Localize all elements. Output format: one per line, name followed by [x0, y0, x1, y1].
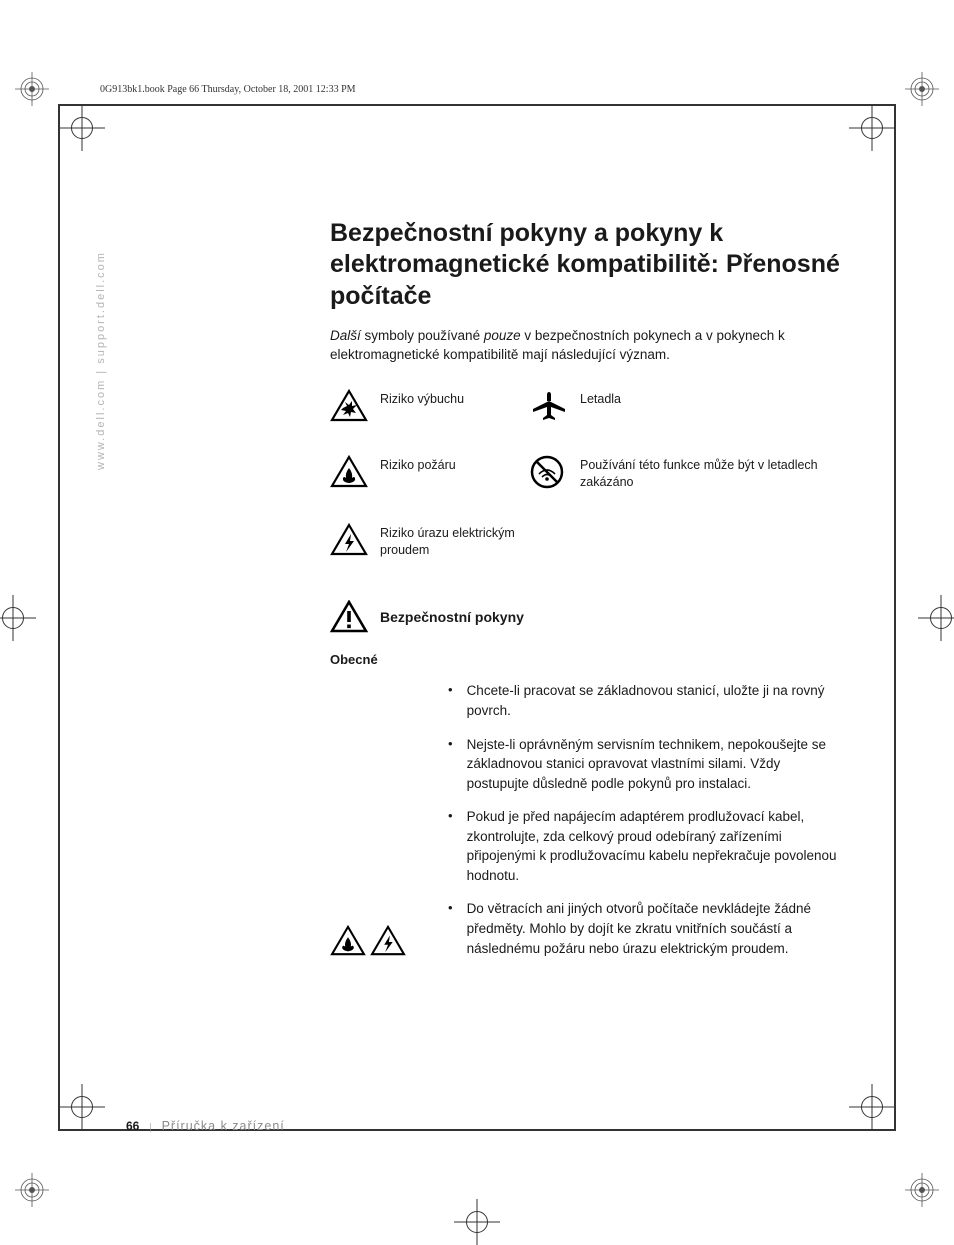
shock-label: Riziko úrazu elektrickým proudem [380, 523, 530, 559]
registration-mark-bl [15, 1173, 49, 1207]
bullet-marker: • [448, 807, 453, 885]
bullet-item: • Nejste-li oprávněným servisním technik… [448, 735, 838, 794]
frame-line-right [894, 104, 896, 1131]
registration-mark-tr [905, 72, 939, 106]
bullet-text: Do větracích ani jiných otvorů počítače … [467, 899, 838, 958]
aircraft-icon [530, 389, 580, 421]
explosion-icon [330, 389, 380, 423]
explosion-label: Riziko výbuchu [380, 389, 530, 408]
page-number: 66 [126, 1119, 139, 1133]
cross-target-ml [0, 595, 36, 641]
inline-warning-icons [330, 925, 406, 957]
subsection-title: Obecné [330, 652, 860, 667]
bullet-item: • Pokud je před napájecím adaptérem prod… [448, 807, 838, 885]
footer-separator: | [149, 1121, 151, 1133]
bullet-text: Pokud je před napájecím adaptérem prodlu… [467, 807, 838, 885]
intro-italic-1: Další [330, 328, 361, 343]
fire-icon-inline [330, 925, 366, 957]
caution-icon [330, 600, 368, 634]
cross-target-tr [849, 105, 895, 151]
footer-title: Příručka k zařízení [162, 1119, 285, 1133]
aircraft-label: Letadla [580, 389, 820, 408]
footer: 66 | Příručka k zařízení [126, 1119, 285, 1133]
shock-icon [330, 523, 380, 557]
prohibited-wireless-icon [530, 455, 580, 489]
intro-italic-2: pouze [484, 328, 521, 343]
sidebar-url: www.dell.com | support.dell.com [95, 251, 107, 470]
frame-line-left [58, 104, 60, 1131]
bullet-marker: • [448, 681, 453, 720]
header-sourceline: 0G913bk1.book Page 66 Thursday, October … [100, 84, 356, 95]
cross-target-bl [59, 1084, 105, 1130]
intro-paragraph: Další symboly používané pouze v bezpečno… [330, 326, 860, 365]
bullet-item: • Chcete-li pracovat se základnovou stan… [448, 681, 838, 720]
main-content: Bezpečnostní pokyny a pokyny k elektroma… [330, 218, 860, 972]
symbol-grid: Riziko výbuchu Letadla Riziko požáru Po [330, 389, 860, 559]
frame-line-top [58, 104, 896, 106]
bullet-marker: • [448, 735, 453, 794]
cross-target-mr [918, 595, 954, 641]
page-title: Bezpečnostní pokyny a pokyny k elektroma… [330, 218, 860, 312]
fire-label: Riziko požáru [380, 455, 530, 474]
section-title: Bezpečnostní pokyny [380, 609, 524, 625]
bullet-list: • Chcete-li pracovat se základnovou stan… [448, 681, 838, 958]
bullet-marker: • [448, 899, 453, 958]
cross-target-tl [59, 105, 105, 151]
prohibited-label: Používání této funkce může být v letadle… [580, 455, 820, 491]
cross-target-bm [454, 1199, 500, 1245]
fire-icon [330, 455, 380, 489]
registration-mark-br [905, 1173, 939, 1207]
shock-icon-inline [370, 925, 406, 957]
registration-mark-tl [15, 72, 49, 106]
section-header: Bezpečnostní pokyny [330, 600, 860, 634]
intro-text-1: symboly používané [361, 328, 484, 343]
bullet-text: Nejste-li oprávněným servisním technikem… [467, 735, 838, 794]
bullet-text: Chcete-li pracovat se základnovou stanic… [467, 681, 838, 720]
cross-target-br [849, 1084, 895, 1130]
bullet-item: • Do větracích ani jiných otvorů počítač… [448, 899, 838, 958]
